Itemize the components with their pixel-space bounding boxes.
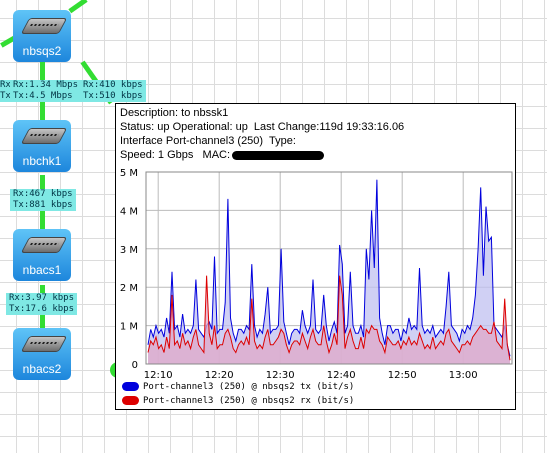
x-tick-label: 12:50: [388, 370, 417, 378]
y-tick-label: 0: [132, 360, 138, 371]
legend-tx-label: Port-channel3 (250) @ nbsqs2 tx (bit/s): [143, 382, 355, 392]
legend-rx: Port-channel3 (250) @ nbsqs2 rx (bit/s): [122, 396, 354, 406]
description-text: Description: to nbssk1: [120, 107, 229, 119]
x-tick-label: 12:30: [266, 370, 295, 378]
partial-rx: Rx: [0, 80, 11, 90]
legend-tx: Port-channel3 (250) @ nbsqs2 tx (bit/s): [122, 382, 354, 392]
switch-icon: [20, 128, 68, 144]
node-label: nbacs1: [22, 263, 62, 277]
series-tx-area: [148, 179, 510, 364]
x-tick-label: 13:00: [449, 370, 478, 378]
link-label-acs1-acs2: Rx:3.97 kbps Tx:17.6 kbps: [6, 293, 78, 315]
interface-info: Description: to nbssk1 Status: up Operat…: [120, 106, 404, 162]
legend-tx-swatch: [122, 382, 139, 391]
status-text: Status: up Operational: up Last Change:1…: [120, 121, 405, 133]
legend-rx-swatch: [122, 396, 139, 405]
node-label: nbacs2: [22, 362, 62, 376]
node-label: nbchk1: [22, 154, 62, 168]
interface-tooltip: Description: to nbssk1 Status: up Operat…: [115, 103, 516, 410]
y-tick-label: 1 M: [120, 322, 138, 333]
x-tick-label: 12:40: [327, 370, 356, 378]
mac-redaction: [232, 150, 325, 160]
partial-tx: Tx: [0, 91, 11, 101]
link-sqs2-right: [68, 0, 88, 14]
y-tick-label: 4 M: [120, 206, 138, 217]
node-label: nbsqs2: [22, 44, 62, 58]
node-nbsqs2[interactable]: nbsqs2: [13, 10, 71, 62]
x-tick-label: 12:20: [205, 370, 234, 378]
link-label-chk1-acs1: Rx:467 kbps Tx:881 kbps: [10, 189, 76, 211]
series-rx-area: [148, 275, 510, 364]
switch-icon: [20, 336, 68, 352]
switch-icon: [20, 237, 68, 253]
series-rx-line: [147, 275, 511, 361]
node-nbchk1[interactable]: nbchk1: [13, 120, 71, 172]
plot-frame: [145, 171, 513, 365]
x-tick-label: 12:10: [144, 370, 173, 378]
traffic-chart: 0 1 M 2 M 3 M 4 M 5 M 12:10 12:20 12:30 12:40 12:5…: [120, 168, 513, 378]
series-tx-line: [147, 179, 511, 357]
y-tick-label: 5 M: [120, 168, 138, 179]
speed-text: Speed: 1 Gbps MAC:: [120, 149, 231, 161]
interface-text: Interface Port-channel3 (250) Type:: [120, 135, 296, 147]
node-nbacs2[interactable]: nbacs2: [13, 328, 71, 380]
legend-rx-label: Port-channel3 (250) @ nbsqs2 rx (bit/s): [143, 396, 355, 406]
link-label-sqs2-left: Rx:1.34 Mbps Tx:4.5 Mbps: [10, 80, 82, 102]
node-nbacs1[interactable]: nbacs1: [13, 229, 71, 281]
y-tick-label: 2 M: [120, 283, 138, 294]
y-tick-label: 3 M: [120, 245, 138, 256]
switch-icon: [20, 18, 68, 34]
link-label-sqs2-right: Rx:410 kbps Tx:510 kbps: [80, 80, 146, 102]
